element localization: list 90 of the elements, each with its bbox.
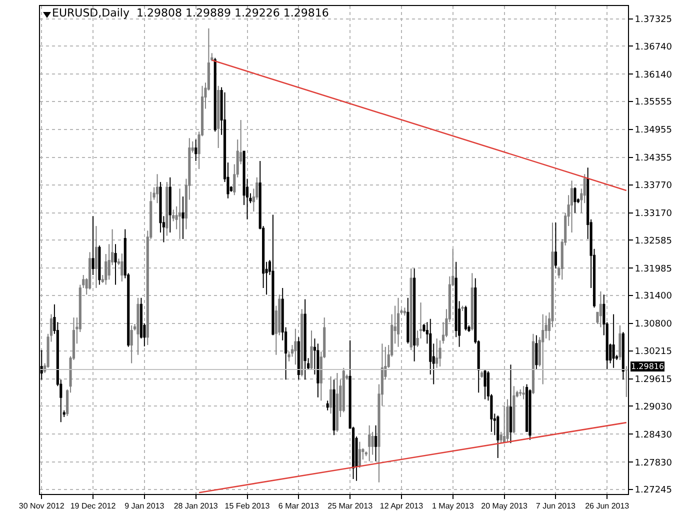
candlestick <box>182 196 184 240</box>
candlestick <box>618 324 622 360</box>
candlestick <box>98 245 101 286</box>
y-tick-label: 1.34955 <box>634 126 672 136</box>
y-tick-label: 1.36740 <box>634 42 672 52</box>
candlestick <box>470 272 474 332</box>
candlestick <box>114 244 117 286</box>
y-tick-label: 1.35555 <box>634 98 672 108</box>
candlestick <box>542 314 544 385</box>
candlestick <box>496 415 500 459</box>
candlestick <box>92 216 94 276</box>
y-tick-label: 1.28430 <box>634 430 672 440</box>
candlestick <box>368 424 371 462</box>
y-tick-label: 1.30800 <box>634 320 672 330</box>
x-tick-label: 25 Mar 2013 <box>328 502 374 511</box>
candlestick <box>570 180 574 233</box>
x-tick-label: 28 Jan 2013 <box>174 502 218 511</box>
candlestick <box>413 268 416 362</box>
x-tick-label: 15 Feb 2013 <box>224 502 270 511</box>
candlestick <box>374 424 378 462</box>
candlestick <box>342 367 345 413</box>
candlestick <box>217 85 220 148</box>
candlestick <box>599 290 602 328</box>
candlestick <box>506 398 509 442</box>
candlestick <box>294 328 297 366</box>
y-tick-label: 1.36140 <box>634 70 672 80</box>
y-tick-label: 1.33770 <box>634 181 672 192</box>
y-tick-label: 1.33170 <box>634 209 672 220</box>
candlestick <box>336 372 338 432</box>
candlestick <box>532 333 534 395</box>
candlestick <box>194 139 198 162</box>
candlestick <box>464 305 468 332</box>
candlestick <box>94 225 98 289</box>
candlestick <box>178 188 182 240</box>
ref-line-label: 1.29816 <box>631 362 664 371</box>
y-tick-label: 1.29030 <box>634 402 672 412</box>
x-tick-label: 9 Jan 2013 <box>124 502 165 511</box>
candlestick <box>304 298 306 380</box>
chart-title: EURUSD,Daily 1.29808 1.29889 1.29226 1.29816 <box>52 6 329 20</box>
candlestick <box>297 336 300 380</box>
candlestick <box>461 305 464 312</box>
x-tick-label: 12 Apr 2013 <box>380 502 424 511</box>
candlestick <box>622 331 624 380</box>
candlestick <box>612 314 615 368</box>
candlestick <box>480 370 484 378</box>
y-tick-label: 1.34355 <box>634 154 672 164</box>
candlestick <box>136 297 140 356</box>
x-tick-label: 19 Dec 2012 <box>70 502 116 511</box>
y-tick-label: 1.32585 <box>634 236 672 246</box>
candlestick <box>300 308 304 377</box>
y-tick-label: 1.30215 <box>634 347 672 358</box>
candlestick <box>410 268 412 351</box>
y-tick-label: 1.37325 <box>634 14 672 25</box>
candlestick <box>519 388 522 396</box>
candlestick <box>332 379 336 436</box>
x-tick-label: 6 Mar 2013 <box>278 502 320 511</box>
x-tick-label: 1 May 2013 <box>432 502 474 511</box>
x-tick-label: 30 Nov 2012 <box>18 502 65 511</box>
x-tick-label: 20 May 2013 <box>481 502 528 511</box>
candlestick <box>484 369 486 400</box>
candlestick <box>554 222 557 269</box>
y-tick-label: 1.27245 <box>634 486 672 496</box>
candlestick <box>574 186 576 214</box>
candlestick <box>535 334 538 370</box>
candlestick <box>522 386 525 400</box>
candlestick <box>509 364 512 444</box>
candlestick <box>130 324 133 364</box>
candlestick <box>436 338 438 368</box>
x-tick-label: 26 Jun 2013 <box>585 502 630 511</box>
candlestick <box>625 366 628 398</box>
y-tick-label: 1.31985 <box>634 264 672 274</box>
y-tick-label: 1.31400 <box>634 292 672 302</box>
candlestick <box>166 182 168 236</box>
candlestick <box>512 386 516 434</box>
candlestick <box>403 307 406 316</box>
candlestick <box>330 376 332 414</box>
x-tick-label: 7 Jun 2013 <box>536 502 576 511</box>
candlestick <box>528 388 532 440</box>
candlestick <box>406 297 410 344</box>
candlestick <box>156 174 159 204</box>
y-tick-label: 1.27830 <box>634 458 672 468</box>
y-tick-label: 1.29615 <box>634 375 672 386</box>
candlestick <box>168 176 172 233</box>
candlestick <box>310 330 313 370</box>
candlestick <box>358 441 361 468</box>
candlestick <box>120 253 124 282</box>
candlestick <box>214 57 216 132</box>
candlestick <box>326 400 329 411</box>
candlestick <box>272 214 274 336</box>
candlestick <box>396 297 400 348</box>
